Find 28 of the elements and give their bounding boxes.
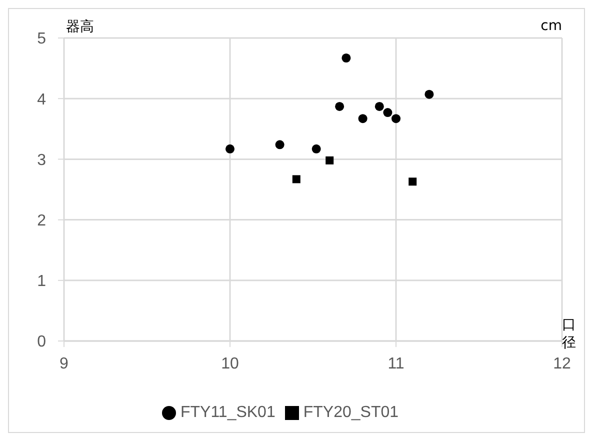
legend-label: FTY20_ST01 [303, 404, 399, 421]
point [424, 90, 434, 99]
point [225, 144, 235, 154]
point [342, 53, 351, 63]
x-axis-title: 口径 [562, 316, 577, 352]
point [292, 175, 300, 184]
x-tick-label: 9 [60, 355, 69, 372]
point [383, 108, 392, 118]
y-tick-label: 0 [37, 334, 46, 351]
point [408, 178, 417, 186]
point [391, 114, 401, 124]
y-tick-label: 2 [37, 212, 46, 230]
point [275, 140, 284, 150]
point [335, 102, 344, 111]
y-tick-label: 5 [37, 30, 46, 48]
y-tick-label: 3 [37, 152, 46, 169]
y-axis-title: 器高 [66, 18, 94, 36]
y-tick-label: 1 [37, 273, 46, 290]
point [358, 114, 368, 124]
point [312, 144, 321, 154]
x-tick-label: 12 [553, 355, 571, 372]
y-tick-label: 4 [37, 91, 46, 108]
legend-label: FTY11_SK01 [180, 404, 276, 421]
point [326, 156, 334, 164]
x-tick-label: 10 [221, 355, 239, 372]
x-tick-label: 11 [388, 355, 404, 372]
text: cm [540, 18, 562, 34]
point [374, 102, 384, 111]
